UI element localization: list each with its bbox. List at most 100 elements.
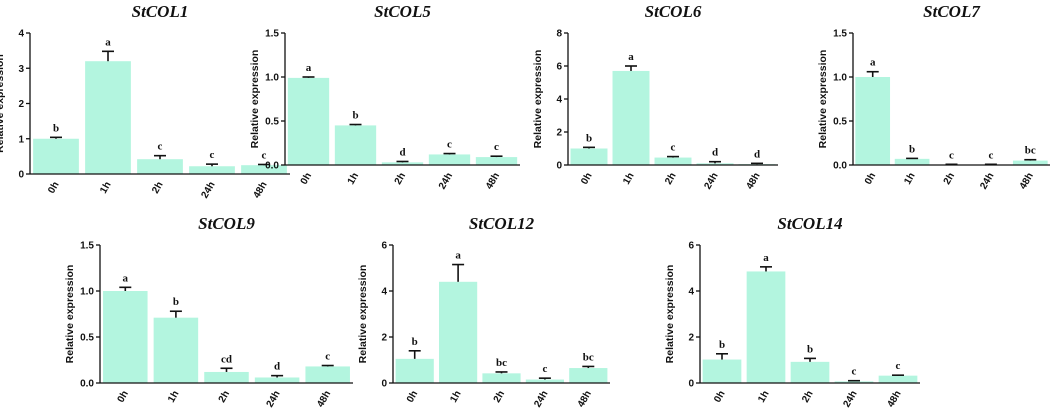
x-tick-label: 48h (315, 389, 333, 409)
x-tick-label: 1h (98, 180, 113, 196)
x-tick-label: 24h (437, 171, 455, 191)
significance-letter: c (671, 142, 676, 154)
x-tick-label: 48h (576, 389, 594, 409)
significance-letter: d (399, 146, 405, 158)
bar (834, 381, 874, 383)
x-tick-label: 0h (116, 389, 131, 405)
x-tick-label: 1h (621, 171, 636, 187)
y-axis-label: Relative expression (532, 50, 544, 149)
x-tick-label: 0h (46, 180, 61, 196)
significance-letter: d (712, 147, 718, 159)
x-tick-label: 48h (885, 389, 903, 409)
y-tick-label: 6 (381, 241, 387, 252)
y-axis-label: Relative expression (817, 50, 829, 149)
significance-letter: bc (496, 357, 507, 369)
y-tick-label: 4 (556, 95, 562, 106)
bar (570, 148, 608, 165)
x-tick-label: 1h (448, 389, 463, 405)
bar (287, 77, 330, 165)
y-tick-label: 1.0 (265, 73, 279, 84)
bar (153, 317, 199, 383)
panel-stcol6: StCOL6 Relative expression b 0h a 1h c 2h d 24h d 4… (532, 2, 778, 191)
bar (33, 138, 79, 174)
bar (525, 379, 564, 383)
y-axis-label: Relative expression (664, 265, 676, 364)
y-tick-label: 0 (556, 161, 562, 172)
significance-letter: bc (1025, 145, 1036, 157)
y-tick-label: 1 (18, 134, 24, 145)
significance-letter: c (262, 149, 267, 161)
significance-letter: c (494, 141, 499, 153)
chart-title: StCOL1 (132, 2, 189, 21)
significance-letter: c (325, 351, 330, 363)
y-tick-label: 0 (18, 170, 24, 181)
x-tick-label: 2h (663, 171, 678, 187)
bar (855, 77, 891, 165)
y-tick-label: 8 (556, 29, 562, 40)
significance-letter: a (455, 250, 461, 262)
x-tick-label: 24h (199, 180, 217, 200)
y-tick-label: 1.0 (833, 73, 847, 84)
x-tick-label: 2h (150, 180, 165, 196)
significance-letter: a (123, 272, 129, 284)
significance-letter: b (807, 343, 813, 355)
y-tick-label: 0.5 (265, 117, 279, 128)
y-tick-label: 2 (18, 99, 24, 110)
significance-letter: a (105, 36, 111, 48)
x-tick-label: 0h (405, 389, 420, 405)
x-tick-label: 2h (492, 389, 507, 405)
significance-letter: b (909, 143, 915, 155)
x-tick-label: 2h (800, 389, 815, 405)
y-tick-label: 6 (556, 62, 562, 73)
bar (746, 271, 786, 383)
bar (305, 366, 350, 383)
bar (254, 377, 300, 383)
x-tick-label: 48h (251, 180, 269, 200)
bar (204, 371, 249, 383)
bar (894, 158, 930, 165)
bar (878, 375, 918, 383)
significance-letter: b (586, 132, 592, 144)
y-tick-label: 1.5 (265, 29, 279, 40)
x-tick-label: 24h (265, 389, 283, 409)
x-tick-label: 24h (532, 389, 550, 409)
panel-stcol1: StCOL1 Relative expression b 0h a 1h c 2h c 24h c 4… (0, 2, 290, 200)
y-tick-label: 4 (381, 287, 387, 298)
significance-letter: a (763, 252, 769, 264)
significance-letter: d (754, 148, 760, 160)
x-tick-label: 48h (744, 171, 762, 191)
x-tick-label: 24h (978, 171, 996, 191)
significance-letter: d (274, 361, 280, 373)
panel-stcol5: StCOL5 Relative expression a 0h b 1h d 2h c 24h c 4… (249, 2, 520, 191)
bar (439, 281, 478, 383)
y-tick-label: 0.5 (833, 117, 847, 128)
y-tick-label: 1.5 (833, 29, 847, 40)
significance-letter: a (870, 57, 876, 69)
chart-title: StCOL7 (923, 2, 981, 21)
significance-letter: b (53, 122, 59, 134)
significance-letter: b (719, 339, 725, 351)
y-axis-label: Relative expression (0, 54, 6, 153)
significance-letter: bc (583, 351, 594, 363)
bar (1012, 160, 1048, 165)
y-tick-label: 6 (688, 241, 694, 252)
bar (103, 291, 148, 383)
significance-letter: c (447, 139, 452, 151)
panel-stcol12: StCOL12 Relative expression b 0h a 1h bc 2h c 24h… (357, 214, 610, 409)
significance-letter: c (210, 149, 215, 161)
bar (569, 368, 608, 383)
x-tick-label: 0h (712, 389, 727, 405)
x-tick-label: 24h (841, 389, 859, 409)
bar (381, 162, 424, 165)
significance-letter: c (158, 141, 163, 153)
y-tick-label: 3 (18, 64, 24, 75)
x-tick-label: 1h (902, 171, 917, 187)
panel-stcol14: StCOL14 Relative expression b 0h a 1h b 2h c 24h c… (664, 214, 920, 409)
x-tick-label: 24h (702, 171, 720, 191)
y-tick-label: 4 (688, 287, 694, 298)
panel-stcol9: StCOL9 Relative expression a 0h b 1h cd 2h d 24h c… (64, 214, 353, 409)
significance-letter: cd (221, 353, 232, 365)
y-tick-label: 1.5 (80, 241, 94, 252)
y-tick-label: 2 (688, 333, 694, 344)
bar (334, 125, 377, 165)
